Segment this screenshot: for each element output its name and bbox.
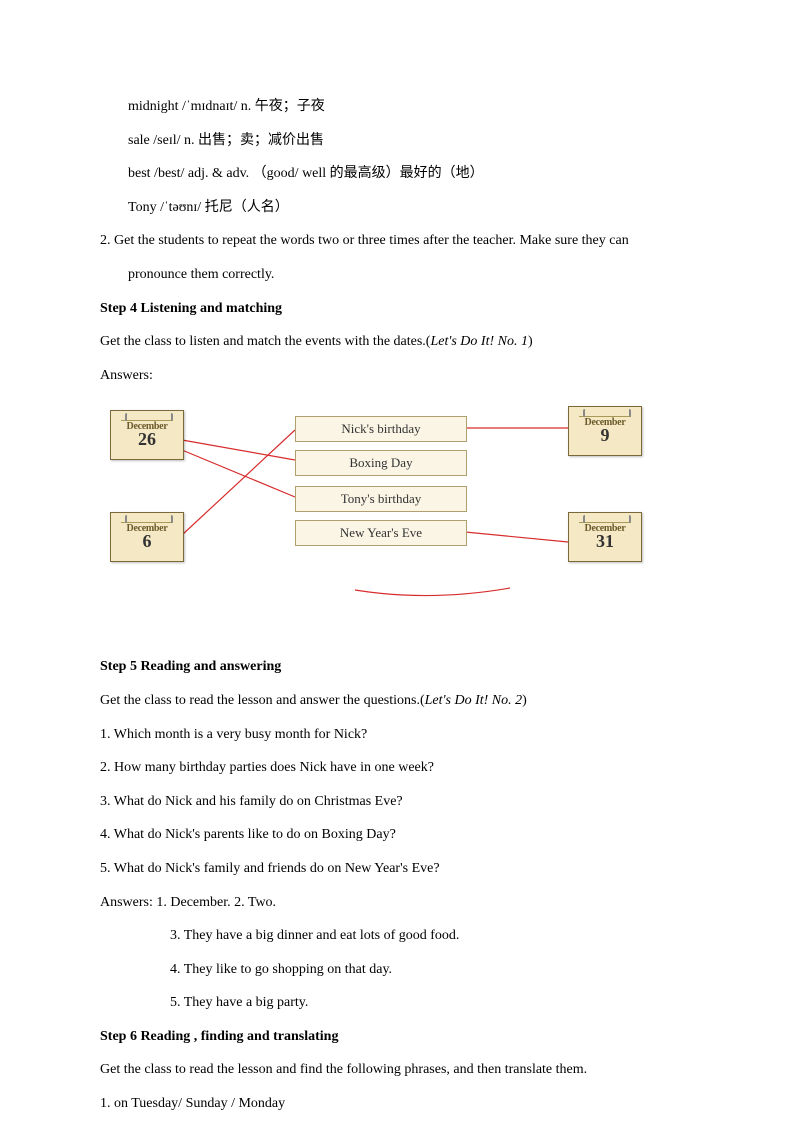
step5-instr-a: Get the class to read the lesson and ans… xyxy=(100,693,425,708)
step5-q4: 4. What do Nick's parents like to do on … xyxy=(100,818,694,852)
cal-day: 31 xyxy=(569,532,641,552)
step5-q1: 1. Which month is a very busy month for … xyxy=(100,718,694,752)
step5-q3: 3. What do Nick and his family do on Chr… xyxy=(100,785,694,819)
vocab-line-3: best /best/ adj. & adv. （good/ well 的最高级… xyxy=(100,157,694,191)
step5-q5: 5. What do Nick's family and friends do … xyxy=(100,852,694,886)
step4-instr-a: Get the class to listen and match the ev… xyxy=(100,334,430,349)
cal-day: 9 xyxy=(569,426,641,446)
vocab-line-2: sale /seɪl/ n. 出售；卖；减价出售 xyxy=(100,124,694,158)
step5-answer-4: 4. They like to go shopping on that day. xyxy=(100,953,694,987)
step5-answer-5: 5. They have a big party. xyxy=(100,986,694,1020)
event-nicks-birthday: Nick's birthday xyxy=(295,416,467,442)
step6-instruction: Get the class to read the lesson and fin… xyxy=(100,1053,694,1087)
step5-instr-c: ) xyxy=(522,693,527,708)
event-boxing-day: Boxing Day xyxy=(295,450,467,476)
step5-instr-b: Let's Do It! No. 2 xyxy=(425,693,523,708)
step4-instr-c: ) xyxy=(528,334,533,349)
matching-diagram: December 26 December 9 December 6 Decemb… xyxy=(100,400,660,630)
step4-heading: Step 4 Listening and matching xyxy=(100,292,694,326)
calendar-bottom-right: December 31 xyxy=(568,512,642,562)
calendar-bottom-left: December 6 xyxy=(110,512,184,562)
calendar-top-left: December 26 xyxy=(110,410,184,460)
step5-q2: 2. How many birthday parties does Nick h… xyxy=(100,751,694,785)
step5-instruction: Get the class to read the lesson and ans… xyxy=(100,684,694,718)
calendar-top-right: December 9 xyxy=(568,406,642,456)
paragraph-repeat-2: pronounce them correctly. xyxy=(100,258,694,292)
step6-heading: Step 6 Reading , finding and translating xyxy=(100,1020,694,1054)
cal-day: 6 xyxy=(111,532,183,552)
vocab-line-1: midnight /ˈmɪdnaɪt/ n. 午夜；子夜 xyxy=(100,90,694,124)
cal-day: 26 xyxy=(111,430,183,450)
step4-instruction: Get the class to listen and match the ev… xyxy=(100,325,694,359)
paragraph-repeat-1: 2. Get the students to repeat the words … xyxy=(100,224,694,258)
step4-answers-label: Answers: xyxy=(100,359,694,393)
event-tonys-birthday: Tony's birthday xyxy=(295,486,467,512)
step5-heading: Step 5 Reading and answering xyxy=(100,650,694,684)
step5-answers-1-2: Answers: 1. December. 2. Two. xyxy=(100,886,694,920)
step5-answer-3: 3. They have a big dinner and eat lots o… xyxy=(100,919,694,953)
step6-item-1: 1. on Tuesday/ Sunday / Monday xyxy=(100,1087,694,1121)
event-new-years-eve: New Year's Eve xyxy=(295,520,467,546)
vocab-line-4: Tony /ˈtəʊnɪ/ 托尼（人名） xyxy=(100,191,694,225)
page: midnight /ˈmɪdnaɪt/ n. 午夜；子夜 sale /seɪl/… xyxy=(0,0,794,1123)
step4-instr-b: Let's Do It! No. 1 xyxy=(430,334,528,349)
